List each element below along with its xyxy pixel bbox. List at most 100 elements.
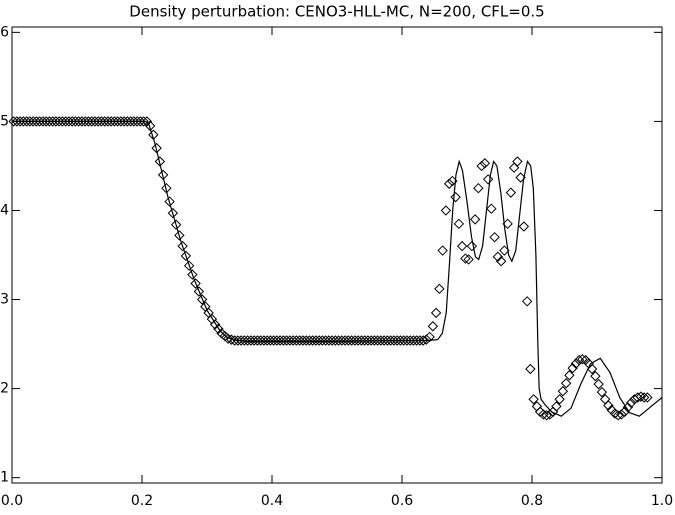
data-point [447,175,458,187]
data-point [557,386,569,397]
data-point [473,182,484,194]
data-point [547,406,559,417]
data-point [635,391,647,402]
data-point [512,156,523,167]
data-point [515,172,526,183]
data-point [612,410,624,421]
x-tick-label: 0.2 [131,493,153,509]
data-point [521,296,533,307]
data-point [242,335,253,346]
data-point [294,335,305,346]
data-point [486,203,497,214]
data-point [349,335,361,346]
data-point [356,335,367,346]
data-point [622,402,634,413]
data-point [258,335,270,346]
data-point [482,174,494,185]
data-point [330,335,341,346]
data-point [317,335,328,346]
data-point [190,278,201,289]
data-point [638,392,650,403]
data-point [453,218,465,230]
data-point [323,335,335,346]
data-point [586,363,598,375]
data-point [310,335,322,346]
data-point [417,335,429,346]
chart-title: Density perturbation: CENO3-HLL-MC, N=20… [129,3,544,21]
data-point [284,335,296,346]
data-point [187,269,198,280]
data-point [424,331,435,343]
data-point [577,353,588,365]
data-point [590,370,601,382]
data-point [450,191,461,203]
data-point [291,335,302,346]
data-point [333,335,344,346]
data-point [177,240,188,252]
data-point [466,240,478,252]
data-point [463,254,474,265]
data-point [148,129,159,140]
data-point [252,335,263,346]
data-point [570,358,582,369]
data-point [141,116,153,127]
data-point [222,333,234,344]
data-point [525,363,536,375]
data-point [430,307,442,319]
data-point [320,335,331,346]
data-point [534,406,546,417]
data-point [209,319,221,330]
data-point [268,335,279,346]
data-point [456,240,468,252]
data-point [174,230,185,241]
plot-frame [11,26,663,484]
data-point [564,370,575,381]
data-point [313,335,325,346]
data-point [616,409,627,420]
data-point [460,253,471,264]
data-point [489,231,500,243]
data-point [339,335,351,346]
data-point [281,335,292,346]
data-point [567,362,578,374]
data-point [196,294,208,305]
data-point [167,207,179,219]
data-point [271,335,283,346]
data-point [352,335,364,346]
data-point [593,378,604,390]
x-tick-label: 0.0 [1,493,23,509]
data-point [469,214,481,225]
y-tick-label: 1 [0,470,9,486]
data-point [226,334,237,345]
data-point [248,335,260,346]
data-point [427,321,439,332]
data-point [541,410,552,421]
data-point [346,335,357,346]
data-point [157,169,169,181]
data-point [502,218,513,230]
y-tick-label: 2 [0,381,9,397]
data-point [343,335,354,346]
data-point [304,335,315,346]
data-point [421,334,432,345]
reference-line [12,120,663,417]
x-tick-label: 1.0 [651,493,673,509]
data-point [144,120,156,132]
data-point [170,219,182,230]
data-point [437,245,448,256]
data-point [492,251,504,262]
data-point [518,221,530,232]
data-point [476,160,487,172]
data-point [596,386,608,398]
data-point [300,335,312,346]
data-point [265,335,276,346]
data-point [642,392,653,403]
data-point [154,156,166,167]
data-point [619,406,630,417]
data-point [443,178,455,189]
y-tick-label: 6 [0,24,9,40]
data-point [479,158,491,169]
data-point [261,335,273,346]
data-point [440,205,452,216]
data-point [528,394,539,405]
